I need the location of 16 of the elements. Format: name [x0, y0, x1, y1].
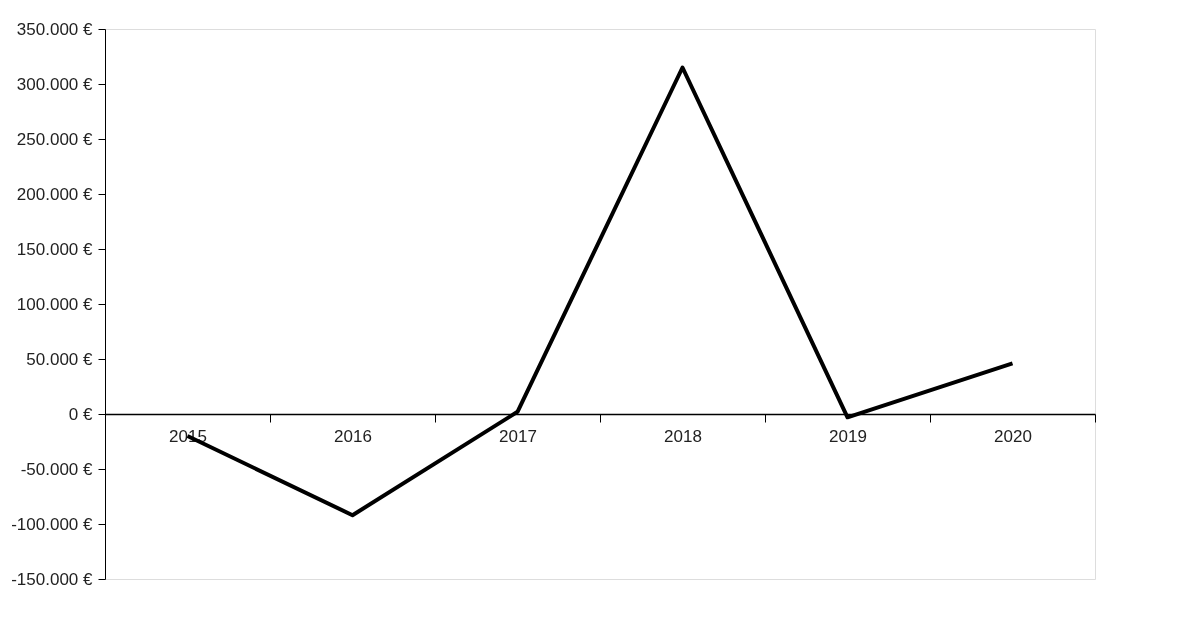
y-tick-label: 300.000 € — [16, 74, 94, 94]
y-tick-label: -100.000 € — [11, 514, 94, 534]
x-tick-label: 2020 — [994, 426, 1032, 446]
y-tick-label: 0 € — [68, 404, 94, 424]
y-tick-label: 100.000 € — [16, 294, 94, 314]
x-tick-label: 2018 — [664, 426, 702, 446]
y-tick-label: 250.000 € — [16, 129, 94, 149]
y-tick-label: 150.000 € — [16, 239, 94, 259]
y-tick-label: -50.000 € — [20, 459, 94, 479]
x-tick-label: 2016 — [334, 426, 372, 446]
y-tick-label: 200.000 € — [16, 184, 94, 204]
y-tick-label: 50.000 € — [26, 349, 94, 369]
x-tick-label: 2017 — [499, 426, 537, 446]
y-tick-label: 350.000 € — [16, 19, 94, 39]
x-tick-label: 2019 — [829, 426, 867, 446]
y-tick-label: -150.000 € — [11, 569, 94, 589]
